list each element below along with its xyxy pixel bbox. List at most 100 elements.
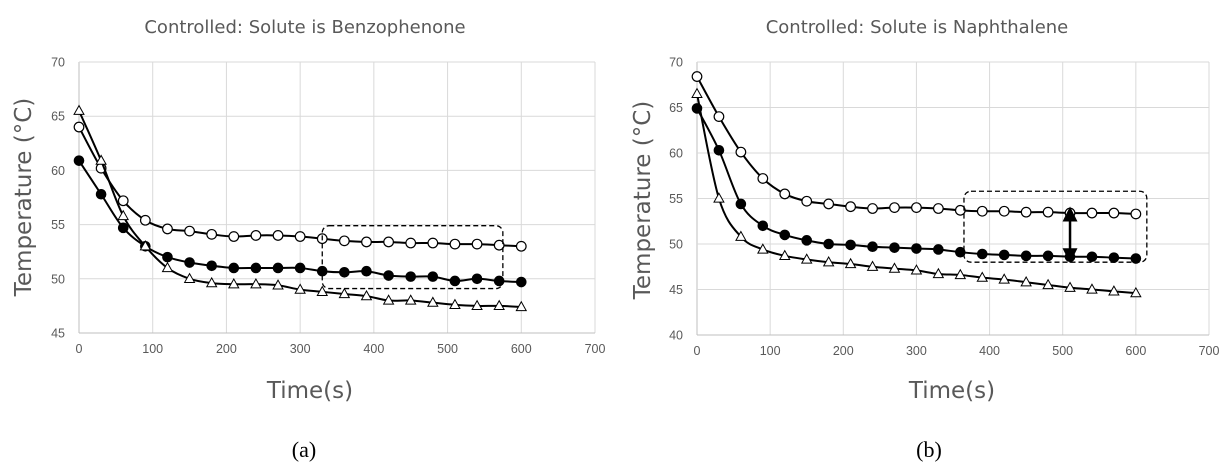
data-point-open-triangle (954, 268, 967, 280)
x-tick-label: 300 (290, 342, 311, 356)
data-point-open-triangle (713, 192, 725, 203)
data-point-filled-circle (757, 220, 769, 232)
data-point-open-triangle (471, 299, 483, 311)
data-point-open-circle (976, 205, 988, 217)
data-point-open-triangle (1086, 283, 1098, 294)
annotation-layer (963, 190, 1148, 264)
y-tick-label: 70 (51, 56, 65, 70)
data-point-filled-circle (867, 241, 878, 253)
data-point-open-circle (405, 237, 417, 249)
x-tick-label: 0 (76, 342, 83, 356)
data-point-open-circle (73, 121, 85, 133)
data-point-open-triangle (844, 257, 857, 269)
y-tick-label: 65 (51, 110, 65, 124)
chart-title: Controlled: Solute is Naphthalene (766, 17, 1069, 38)
data-point-filled-circle (471, 273, 483, 285)
data-point-open-circle (361, 236, 372, 248)
data-point-open-triangle (1108, 285, 1120, 296)
data-point-open-triangle (888, 262, 901, 273)
data-point-filled-circle (976, 248, 988, 260)
data-point-filled-circle (515, 276, 527, 288)
annotation-layer (321, 225, 504, 290)
tick-labels: 0 100 200 300 400 500 600 700 40 45 50 55 60 65 70 (669, 56, 1219, 359)
data-point-filled-circle (998, 249, 1010, 261)
data-point-open-triangle (1042, 278, 1054, 290)
data-point-open-circle (427, 237, 439, 249)
y-tick-label: 65 (669, 101, 683, 115)
data-point-open-triangle (691, 87, 703, 98)
data-point-open-triangle (228, 277, 240, 289)
data-point-filled-circle (955, 246, 966, 258)
data-point-open-triangle (161, 261, 174, 273)
data-point-open-triangle (1020, 275, 1032, 287)
data-point-filled-circle (117, 222, 129, 234)
data-point-open-circle (449, 238, 461, 250)
data-point-open-circle (1086, 207, 1098, 219)
data-point-open-circle (998, 205, 1010, 217)
data-point-filled-circle (1086, 251, 1098, 263)
x-tick-label: 100 (142, 342, 163, 356)
data-point-open-triangle (360, 289, 373, 301)
data-point-open-triangle (1064, 281, 1076, 292)
data-point-open-triangle (757, 243, 769, 254)
x-tick-label: 200 (833, 344, 854, 358)
x-tick-label: 500 (1052, 344, 1073, 358)
dashed-highlight-box (963, 190, 1148, 263)
data-point-open-circle (932, 203, 944, 214)
y-tick-label: 55 (51, 218, 65, 232)
data-point-open-circle (162, 223, 173, 235)
data-point-open-circle (867, 203, 878, 214)
data-point-open-circle (1042, 206, 1054, 218)
data-point-open-triangle (800, 253, 813, 264)
y-tick-label: 60 (669, 147, 683, 161)
data-point-open-circle (779, 188, 791, 200)
x-tick-label: 700 (585, 342, 606, 356)
data-point-open-triangle (316, 285, 329, 296)
y-axis-label: Temperature (°C) (11, 98, 37, 298)
y-tick-label: 45 (51, 327, 65, 341)
data-point-open-circle (117, 195, 129, 207)
data-point-open-circle (383, 236, 395, 248)
data-point-filled-circle (405, 271, 417, 282)
data-point-open-triangle (427, 296, 439, 307)
data-point-filled-circle (73, 155, 85, 166)
x-tick-label: 700 (1199, 344, 1220, 358)
data-point-filled-circle (162, 251, 173, 263)
data-point-open-circle (735, 146, 747, 158)
y-tick-label: 55 (669, 192, 683, 206)
chart-title: Controlled: Solute is Benzophenone (144, 17, 465, 38)
data-point-filled-circle (493, 275, 505, 287)
chart-panel-benzophenone: Controlled: Solute is Benzophenone 0 100 2… (11, 17, 605, 462)
data-point-open-circle (911, 202, 922, 214)
data-point-filled-circle (339, 266, 350, 278)
data-point-open-triangle (338, 287, 351, 299)
x-tick-label: 500 (437, 342, 458, 356)
data-point-open-circle (691, 71, 703, 82)
data-point-filled-circle (250, 262, 262, 274)
data-point-filled-circle (911, 243, 922, 254)
data-point-open-circle (250, 230, 262, 241)
data-point-open-triangle (932, 267, 945, 279)
data-point-open-triangle (866, 260, 879, 271)
data-point-filled-circle (845, 239, 856, 251)
data-point-open-circle (206, 228, 218, 240)
x-axis-label: Time(s) (266, 378, 353, 404)
data-point-open-circle (954, 204, 966, 216)
data-point-filled-circle (95, 188, 107, 200)
y-tick-label: 45 (669, 283, 683, 297)
x-axis-label: Time(s) (908, 378, 995, 404)
data-point-open-triangle (117, 209, 130, 221)
data-point-open-triangle (735, 230, 747, 241)
data-point-open-triangle (183, 272, 196, 283)
data-point-open-circle (1108, 207, 1120, 219)
y-tick-label: 60 (51, 164, 65, 178)
data-point-open-circle (272, 230, 284, 241)
y-tick-label: 50 (669, 238, 683, 252)
x-tick-label: 0 (694, 344, 701, 358)
y-tick-label: 40 (669, 329, 683, 343)
data-point-open-triangle (404, 294, 417, 305)
x-tick-label: 400 (363, 342, 384, 356)
data-point-open-triangle (1130, 286, 1142, 298)
data-point-open-circle (845, 201, 856, 213)
